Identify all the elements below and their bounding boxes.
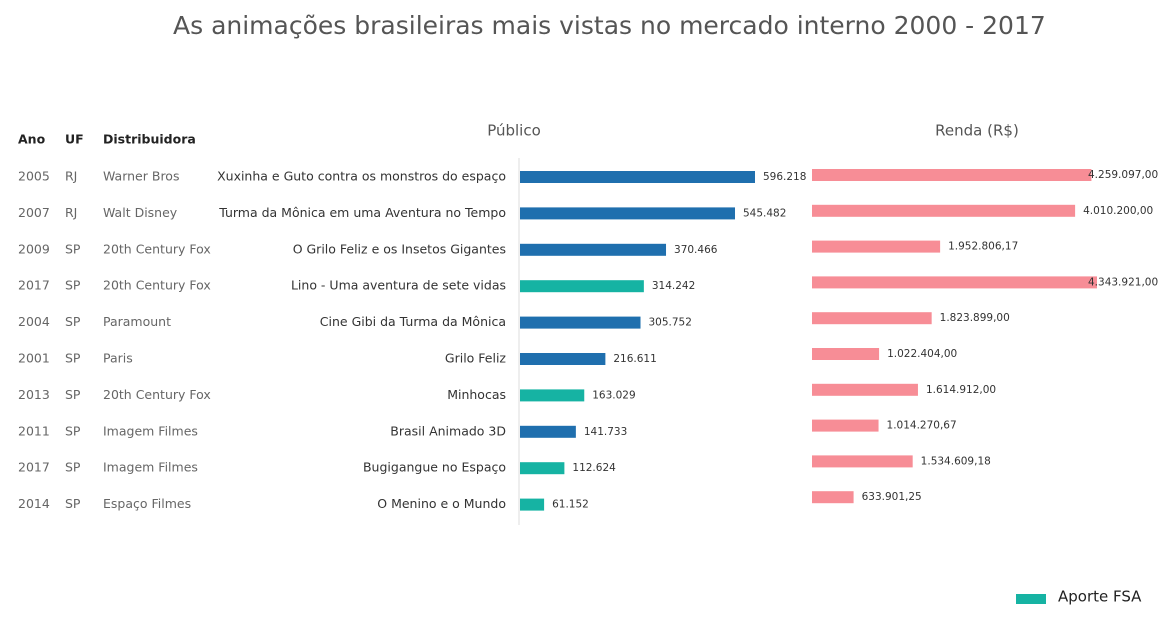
- table-cell: 20th Century Fox: [103, 387, 211, 402]
- value-label: 305.752: [649, 317, 692, 329]
- table-cell: 2017: [18, 278, 50, 293]
- table-cell: 2011: [18, 423, 50, 438]
- bar: [812, 276, 1097, 289]
- bar: [520, 243, 667, 256]
- table-cell: Espaço Filmes: [103, 496, 191, 511]
- table-cell: SP: [65, 314, 81, 329]
- category-label: Xuxinha e Guto contra os monstros do esp…: [217, 169, 506, 184]
- value-label: 216.611: [613, 353, 656, 365]
- table-cell: 2005: [18, 169, 50, 184]
- category-label: Turma da Mônica em uma Aventura no Tempo: [218, 205, 506, 220]
- chart-title: Renda (R$): [935, 122, 1019, 140]
- value-label: 1.022.404,00: [887, 348, 957, 360]
- table-cell: RJ: [65, 205, 77, 220]
- bar: [520, 353, 606, 365]
- bar: [520, 498, 545, 511]
- bar: [812, 491, 854, 504]
- table-cell: 20th Century Fox: [103, 278, 211, 293]
- value-label: 370.466: [674, 244, 718, 256]
- bar: [812, 455, 913, 468]
- bar: [520, 425, 576, 438]
- table-cell: SP: [65, 423, 81, 438]
- column-header: Distribuidora: [103, 132, 196, 147]
- table-cell: 20th Century Fox: [103, 241, 211, 256]
- table-cell: SP: [65, 241, 81, 256]
- value-label: 1.614.912,00: [926, 384, 996, 396]
- bar: [520, 207, 736, 220]
- value-label: 1.014.270,67: [887, 420, 957, 432]
- category-label: O Menino e o Mundo: [377, 496, 506, 511]
- category-label: Grilo Feliz: [445, 351, 507, 366]
- table-cell: 2014: [18, 496, 50, 511]
- column-header: UF: [65, 132, 84, 147]
- table-cell: Imagem Filmes: [103, 423, 198, 438]
- bar: [520, 171, 755, 183]
- value-label: 61.152: [552, 499, 589, 511]
- table-cell: Paramount: [103, 314, 171, 329]
- category-label: Lino - Uma aventura de sete vidas: [291, 278, 506, 293]
- table-cell: Walt Disney: [103, 205, 178, 220]
- bar: [520, 389, 585, 402]
- category-label: Minhocas: [447, 387, 506, 402]
- table-cell: 2017: [18, 460, 50, 475]
- table-cell: SP: [65, 496, 81, 511]
- value-label: 1.952.806,17: [948, 241, 1018, 253]
- value-label: 314.242: [652, 280, 695, 292]
- bar: [812, 240, 941, 253]
- bar: [520, 316, 641, 329]
- table-cell: Imagem Filmes: [103, 460, 198, 475]
- value-label: 112.624: [572, 462, 616, 474]
- bar: [812, 348, 880, 360]
- table-cell: Warner Bros: [103, 169, 179, 184]
- value-label: 141.733: [584, 426, 627, 438]
- category-label: Cine Gibi da Turma da Mônica: [320, 314, 506, 329]
- legend-swatch: [1016, 594, 1046, 604]
- chart-title: Público: [487, 122, 541, 140]
- category-label: O Grilo Feliz e os Insetos Gigantes: [293, 241, 506, 256]
- bar: [520, 462, 565, 475]
- value-label: 596.218: [763, 171, 806, 183]
- table-cell: 2004: [18, 314, 50, 329]
- bar: [812, 419, 879, 432]
- value-label: 4.343.921,00: [1088, 276, 1158, 288]
- table-cell: SP: [65, 460, 81, 475]
- category-label: Brasil Animado 3D: [390, 423, 506, 438]
- category-label: Bugigangue no Espaço: [363, 460, 506, 475]
- value-label: 4.259.097,00: [1088, 169, 1158, 181]
- column-header: Ano: [18, 132, 46, 147]
- value-label: 4.010.200,00: [1083, 205, 1153, 217]
- table-cell: RJ: [65, 169, 77, 184]
- title: As animações brasileiras mais vistas no …: [173, 11, 1046, 40]
- table-cell: SP: [65, 351, 81, 366]
- table-cell: SP: [65, 278, 81, 293]
- table-cell: 2009: [18, 241, 50, 256]
- table-cell: 2013: [18, 387, 50, 402]
- value-label: 545.482: [743, 207, 786, 219]
- value-label: 1.823.899,00: [940, 312, 1010, 324]
- bar: [520, 280, 644, 293]
- bar: [812, 312, 932, 325]
- value-label: 633.901,25: [862, 491, 922, 503]
- bar: [812, 204, 1076, 217]
- table-cell: 2001: [18, 351, 50, 366]
- table-cell: 2007: [18, 205, 50, 220]
- table-cell: Paris: [103, 351, 133, 366]
- value-label: 1.534.609,18: [921, 455, 991, 467]
- legend-label: Aporte FSA: [1058, 588, 1142, 606]
- bar: [812, 169, 1092, 181]
- value-label: 163.029: [592, 389, 635, 401]
- table-cell: SP: [65, 387, 81, 402]
- bar: [812, 383, 918, 396]
